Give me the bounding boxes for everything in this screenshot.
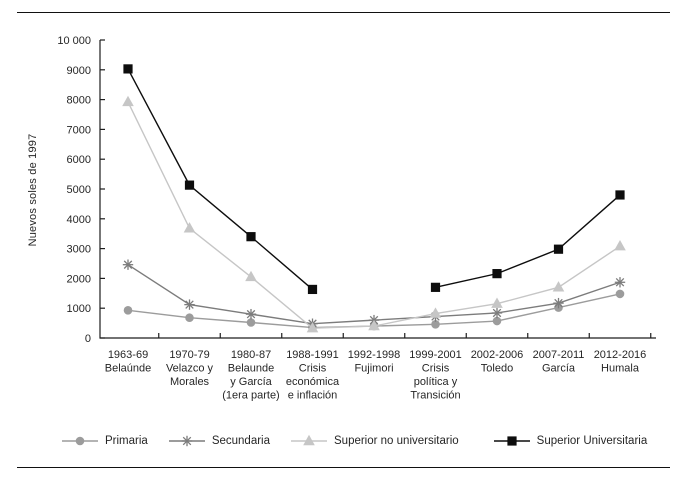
data-point-marker: [123, 64, 133, 74]
asterisk-arm: [554, 298, 563, 308]
data-point-marker: [303, 434, 315, 446]
y-tick-label: 8000: [67, 95, 91, 107]
data-point-marker: [553, 244, 564, 254]
series-superior-no-universitario: [122, 95, 626, 333]
data-point-marker: [122, 95, 134, 107]
data-point-marker: [184, 180, 195, 190]
data-point-marker: [122, 259, 134, 270]
data-point-marker: [245, 308, 257, 320]
asterisk-arm: [185, 300, 194, 309]
legend-label: Superior no universitario: [334, 435, 459, 447]
legend-item-secundaria: Secundaria: [168, 434, 270, 448]
x-category-label: 2002-2006 Toledo: [471, 349, 524, 375]
x-category-label: 2007-2011 García: [533, 349, 585, 375]
legend-item-superior-no-universitario: Superior no universitario: [291, 434, 459, 448]
data-point-marker: [246, 232, 256, 242]
data-point-marker: [553, 297, 564, 309]
data-point-marker: [507, 436, 517, 446]
y-tick-label: 7000: [67, 124, 91, 136]
series-superior-universitaria: [123, 64, 625, 295]
series-line: [127, 68, 313, 290]
square-legend-marker: [493, 436, 530, 446]
data-point-marker: [181, 435, 193, 447]
x-category-label: 1999-2001 Crisis política y Transición: [409, 349, 462, 402]
data-point-marker: [307, 284, 318, 295]
legend-label: Secundaria: [211, 435, 270, 447]
data-point-marker: [431, 319, 440, 329]
y-tick-label: 1000: [67, 303, 91, 315]
data-point-marker: [429, 307, 442, 318]
asterisk-legend-marker: [168, 435, 205, 447]
asterisk-arm: [246, 309, 256, 319]
y-tick-label: 6000: [67, 154, 91, 166]
data-point-marker: [245, 270, 257, 282]
data-point-marker: [75, 436, 85, 446]
y-tick-label: 5000: [67, 184, 91, 196]
series-line: [127, 101, 621, 329]
data-point-marker: [615, 190, 625, 200]
data-point-marker: [492, 316, 502, 326]
axes: [99, 39, 656, 339]
y-tick-label: 3000: [67, 244, 91, 256]
circle-legend-marker: [62, 436, 98, 446]
data-point-marker: [185, 313, 194, 323]
data-point-marker: [184, 299, 195, 310]
y-tick-label: 10 000: [57, 35, 91, 47]
x-category-label: 1970-79 Velazco y Morales: [166, 349, 214, 388]
data-point-marker: [430, 282, 441, 292]
series-line: [127, 264, 621, 325]
asterisk-arm: [615, 278, 625, 287]
asterisk-arm: [492, 308, 502, 318]
x-category-label: 1980-87 Belaunde y García (1era parte): [222, 349, 279, 402]
asterisk-arm: [182, 436, 192, 446]
line-chart: 0 1000 2000 3000 4000 5000 6000 7000 8000 9000 10 …: [57, 35, 656, 402]
asterisk-arm: [123, 260, 133, 269]
data-point-marker: [306, 321, 319, 333]
legend-item-primaria: Primaria: [62, 434, 148, 448]
legend-label: Primaria: [105, 435, 148, 447]
data-point-marker: [123, 305, 133, 315]
y-tick-label: 4000: [67, 214, 91, 226]
axis-lines: [99, 40, 656, 339]
data-point-marker: [491, 297, 503, 308]
chart-legend: Primaria Secundaria Superior no universita…: [62, 434, 647, 448]
y-tick-label: 0: [85, 333, 91, 345]
bottom-rule: [17, 467, 670, 468]
data-point-marker: [246, 318, 256, 327]
x-category-label: 1992-1998 Fujimori: [348, 349, 401, 375]
data-point-marker: [552, 281, 565, 292]
data-point-marker: [614, 277, 626, 288]
x-category-label: 2012-2016 Humala: [594, 349, 647, 375]
data-point-marker: [492, 269, 502, 279]
series-line: [435, 194, 621, 289]
data-point-marker: [614, 240, 626, 251]
data-point-marker: [491, 307, 503, 319]
legend-item-superior-universitaria: Superior Universitaria: [493, 434, 648, 448]
x-category-label: 1988-1991 Crisis económica e inflación: [286, 349, 340, 402]
data-point-marker: [368, 319, 380, 331]
data-point-marker: [183, 222, 196, 233]
data-point-marker: [615, 289, 625, 299]
y-tick-label: 9000: [67, 65, 91, 77]
top-rule: [17, 12, 670, 13]
y-tick-label: 2000: [67, 273, 91, 285]
x-category-label: 1963-69 Belaúnde: [105, 349, 152, 375]
triangle-legend-marker: [291, 434, 327, 446]
legend-label: Superior Universitaria: [536, 435, 648, 447]
